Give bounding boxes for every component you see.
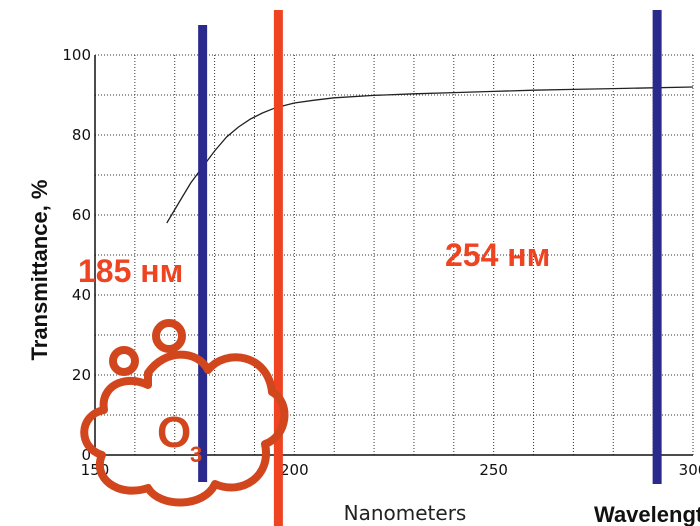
x-tick-labels: 150200250300 [81, 461, 700, 479]
y-axis-title: Transmittance, % [27, 180, 52, 361]
ozone-letter: O [157, 408, 191, 457]
y-tick-label: 40 [72, 286, 91, 304]
x-axis-title: Nanometers [344, 501, 467, 525]
x-tick-label: 250 [479, 461, 508, 479]
x-tick-label: 300 [679, 461, 700, 479]
label-185nm: 185 нм [78, 253, 183, 289]
y-tick-label: 100 [62, 46, 91, 64]
bubble-large-icon [152, 319, 186, 353]
vertical-markers [198, 10, 662, 526]
label-254nm: 254 нм [445, 237, 550, 273]
series-line [166, 86, 694, 224]
y-tick-label: 20 [72, 366, 91, 384]
plot-grid [95, 55, 693, 455]
y-tick-label: 60 [72, 206, 91, 224]
cloud-outline-icon [80, 350, 289, 507]
y-tick-label: 80 [72, 126, 91, 144]
series-group [166, 86, 694, 224]
y-tick-labels: 0 20 40 60 80 100 [62, 46, 91, 464]
ozone-subscript: 3 [190, 442, 202, 467]
wavelength-label: Wavelength [594, 502, 700, 526]
x-tick-label: 200 [280, 461, 309, 479]
plot-frame [94, 54, 694, 456]
bubble-small-icon [109, 346, 139, 376]
y-tick-label: 0 [81, 446, 91, 464]
ozone-cloud-icon: O 3 [80, 319, 289, 507]
